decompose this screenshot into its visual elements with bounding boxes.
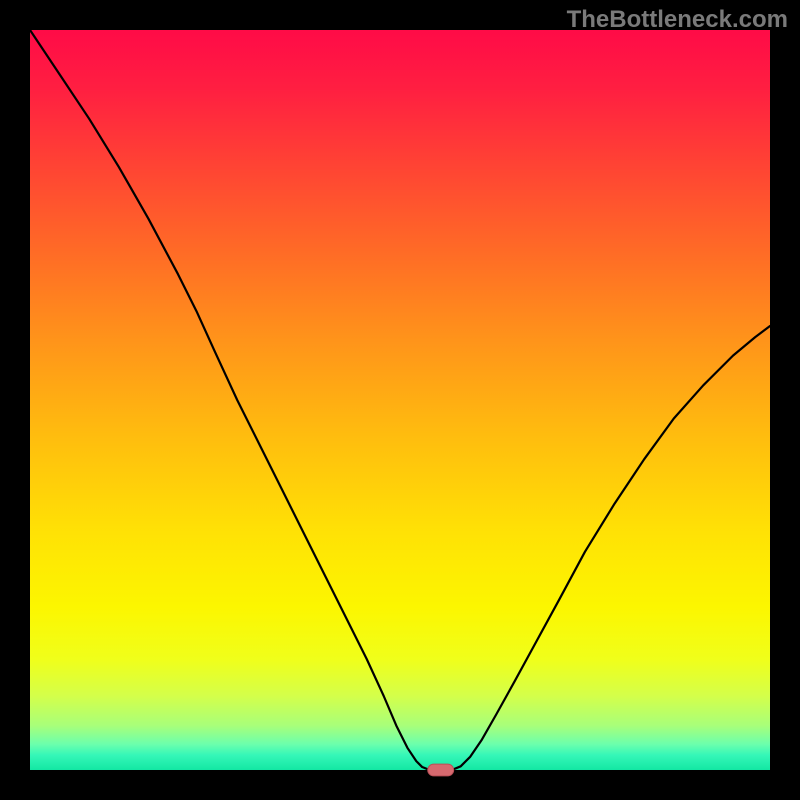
bottleneck-chart [0, 0, 800, 800]
optimal-point-marker [428, 764, 454, 776]
gradient-background [30, 30, 770, 770]
chart-stage: TheBottleneck.com [0, 0, 800, 800]
